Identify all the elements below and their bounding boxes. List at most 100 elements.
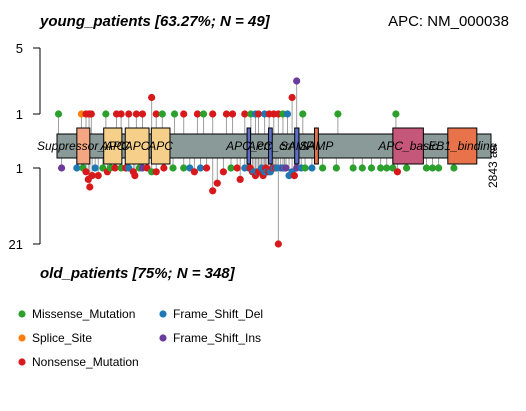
bottom-mutation-point — [227, 164, 235, 172]
domain-box-apc-crr — [268, 127, 273, 165]
domain-box-apc-crr — [246, 127, 252, 165]
bottom-mutation-point — [332, 164, 340, 172]
domain-label: SAMP — [299, 139, 333, 153]
domain-box-samp — [314, 127, 319, 165]
bottom-mutation-point — [160, 164, 168, 172]
top-mutation-point — [334, 110, 342, 118]
bottom-tick-label: 21 — [9, 237, 23, 252]
domain-label: APC_basic — [377, 139, 437, 153]
legend-label: Missense_Mutation — [32, 307, 135, 321]
domain-label: APC — [147, 139, 173, 153]
bottom-mutation-point — [111, 164, 119, 172]
bottom-mutation-point — [73, 164, 81, 172]
bottom-mutation-point — [422, 164, 431, 172]
bottom-mutation-point — [94, 172, 102, 180]
legend-label: Nonsense_Mutation — [32, 355, 139, 369]
top-tick-label: 1 — [16, 107, 23, 122]
legend-swatch — [18, 358, 26, 366]
bottom-mutation-point — [358, 164, 366, 172]
domain-label: APC_crr — [225, 139, 272, 153]
top-mutation-point — [288, 93, 296, 102]
top-mutation-point — [254, 110, 263, 118]
top-mutation-point — [199, 110, 208, 118]
domain-label: APC — [99, 139, 125, 153]
top-mutation-point — [222, 110, 231, 118]
domain-box-apc — [150, 127, 171, 165]
legend-swatch — [18, 334, 26, 342]
count-axes: 1 5 1 21 — [9, 41, 41, 252]
legend-label: Frame_Shift_Ins — [173, 331, 261, 345]
top-mutation-point — [102, 110, 110, 118]
bottom-mutation-point — [308, 164, 316, 172]
bottom-mutation-point — [319, 164, 327, 172]
bottom-mutation-point — [233, 164, 241, 172]
domain-box-apc — [103, 127, 123, 165]
legend-swatch — [159, 310, 167, 318]
bottom-mutation-point — [190, 168, 198, 176]
legend: Missense_Mutation Frame_Shift_Del Splice_S… — [18, 307, 263, 369]
domain-label: SAMP — [280, 139, 314, 153]
domain-label: APC — [124, 139, 150, 153]
top-mutation-point — [283, 110, 292, 118]
bottom-mutation-point — [88, 172, 96, 180]
top-mutation-point — [132, 110, 140, 118]
bottom-mutation-point — [290, 172, 298, 180]
bottom-mutation-point — [203, 164, 211, 172]
bottom-mutation-point — [86, 183, 94, 191]
bottom-cohort-title: old_patients [75%; N = 348] — [40, 265, 236, 282]
bottom-mutation-point — [82, 168, 90, 176]
bottom-mutation-point — [91, 164, 99, 172]
bottom-mutation-point — [435, 164, 443, 172]
domain-box-apc-basic — [392, 127, 424, 165]
bottom-mutation-point — [428, 164, 437, 172]
mutation-points — [54, 77, 458, 248]
bottom-mutation-point — [209, 187, 217, 195]
domain-box-apc — [124, 127, 150, 165]
legend-swatch — [159, 334, 167, 342]
bottom-mutation-point — [377, 164, 385, 172]
bottom-mutation-point — [152, 168, 160, 176]
legend-swatch — [18, 310, 26, 318]
domain-label: Suppressor_APC — [37, 139, 130, 153]
domain-label: EB1_binding — [428, 139, 496, 153]
top-mutation-point — [193, 110, 202, 118]
domain-label: APC_crr — [247, 139, 294, 153]
gene-title: APC: NM_000038 — [388, 13, 509, 30]
legend-label: Frame_Shift_Del — [173, 307, 263, 321]
top-mutation-point — [241, 110, 249, 118]
top-mutation-point — [209, 110, 217, 118]
top-mutation-point — [293, 77, 301, 85]
bottom-mutation-point — [196, 164, 205, 172]
bottom-mutation-point — [383, 164, 391, 172]
top-mutation-point — [87, 110, 95, 118]
top-mutation-point — [125, 110, 133, 118]
bottom-mutation-point — [282, 164, 290, 172]
bottom-mutation-point — [180, 164, 188, 172]
top-cohort-title: young_patients [63.27%; N = 49] — [39, 13, 271, 30]
legend-label: Splice_Site — [32, 331, 92, 345]
bottom-tick-label: 1 — [16, 161, 23, 176]
top-mutation-point — [117, 110, 125, 118]
bottom-mutation-point — [131, 172, 139, 180]
bottom-mutation-point — [367, 164, 376, 172]
bottom-mutation-point — [349, 164, 357, 172]
bottom-mutation-point — [274, 240, 282, 248]
bottom-mutation-point — [393, 168, 402, 176]
bottom-mutation-point — [301, 164, 309, 172]
top-tick-label: 5 — [16, 41, 23, 56]
bottom-mutation-point — [213, 179, 221, 187]
top-mutation-point — [54, 110, 63, 118]
top-mutation-point — [148, 93, 156, 102]
top-mutation-point — [138, 110, 147, 118]
top-mutation-point — [180, 110, 188, 118]
domain-box-suppressor-apc — [76, 127, 91, 165]
bottom-mutation-point — [219, 168, 227, 176]
protein-length-label: 2843 aa — [486, 144, 500, 188]
domain-box-eb1-binding — [447, 127, 478, 165]
top-mutation-point — [228, 110, 237, 118]
bottom-mutation-point — [402, 164, 411, 172]
top-mutation-point — [158, 110, 166, 118]
domain-box-samp — [294, 127, 300, 165]
